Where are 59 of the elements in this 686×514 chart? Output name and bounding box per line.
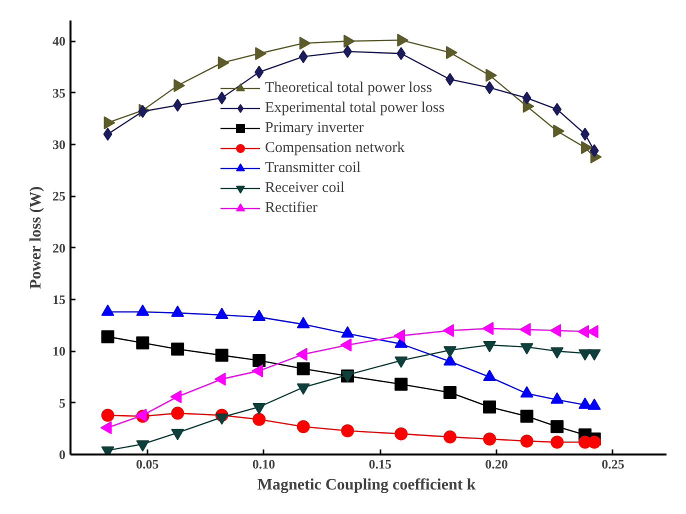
y-tick-label: 15 [52,292,66,307]
point [483,432,496,446]
point [173,98,182,112]
point [136,336,150,350]
legend-label: Rectifier [265,200,318,216]
point [101,330,114,344]
x-tick-label: 0.25 [602,456,625,472]
y-tick-label: 10 [52,344,66,359]
point [254,66,264,79]
point [443,430,456,444]
point [394,427,408,440]
point [252,412,266,426]
legend-label: Compensation network [265,140,405,156]
point [296,420,310,434]
point [483,400,496,414]
legend-label: Transmitter coil [265,160,361,176]
point [103,128,112,141]
point [552,102,562,116]
point [298,50,308,64]
point [171,342,184,356]
point [445,72,454,86]
point [550,420,564,434]
y-tick-label: 25 [52,188,66,204]
legend-label: Receiver coil [265,180,345,196]
point [101,408,114,422]
x-tick-label: 0.20 [485,456,508,472]
y-tick-label: 30 [52,137,66,152]
x-tick-label: 0.15 [368,456,392,472]
point [138,104,148,118]
point [485,81,494,94]
y-tick-label: 20 [52,240,66,256]
y-tick-label: 0 [59,447,66,462]
x-tick-label: 0.10 [252,456,276,472]
point [443,386,456,399]
x-axis-title: Magnetic Coupling coefficient k [257,476,476,494]
point [171,406,184,420]
legend-label: Experimental total power loss [265,100,445,116]
point [580,128,590,141]
point [396,47,406,60]
point [217,92,226,104]
y-tick-label: 5 [59,395,66,410]
point [394,378,408,391]
y-tick-label: 35 [52,85,66,100]
point [588,436,601,449]
point [343,45,352,58]
legend-label: Theoretical total power loss [265,80,432,96]
legend-label: Primary inverter [265,120,364,136]
y-axis-title: Power loss (W) [28,186,44,290]
y-tick-label: 40 [52,34,66,49]
point [296,362,310,376]
point [252,354,266,367]
point [522,92,532,104]
point [341,424,354,438]
point [520,434,534,448]
point [215,348,228,362]
point [550,436,564,449]
point [520,410,534,423]
point [590,144,599,158]
x-tick-label: 0.05 [136,456,160,472]
